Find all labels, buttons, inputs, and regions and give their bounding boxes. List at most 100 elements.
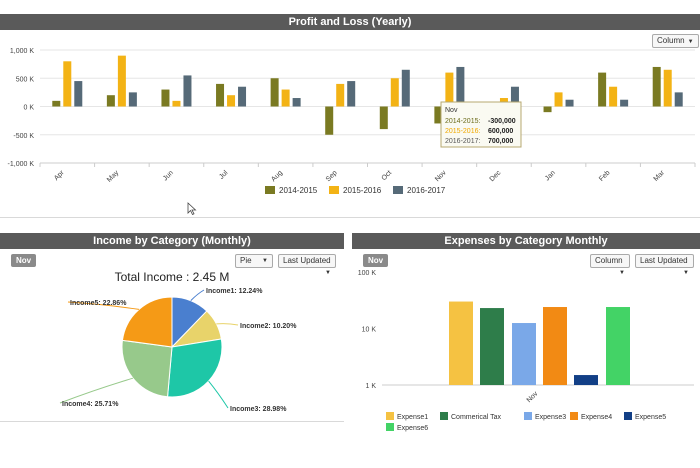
bar-2015-2016-Oct bbox=[390, 78, 399, 107]
bar-2015-2016-Jul bbox=[227, 95, 236, 107]
bar-Commerical Tax bbox=[480, 308, 504, 385]
bar-2014-2015-Mar bbox=[652, 66, 661, 107]
legend-swatch bbox=[386, 412, 394, 420]
bar-2015-2016-May bbox=[117, 55, 126, 107]
legend-label: Expense3 bbox=[535, 414, 566, 421]
bar-2014-2015-Jul bbox=[216, 83, 225, 107]
legend-swatch bbox=[329, 186, 339, 194]
total-income-label: Total Income : 2.45 M bbox=[115, 270, 230, 284]
bar-2015-2016-Nov bbox=[445, 72, 454, 107]
bar-Expense6 bbox=[606, 307, 630, 385]
pie-connector bbox=[190, 289, 205, 301]
bar-2016-2017-Jan bbox=[565, 99, 574, 107]
x-tick-label: Jul bbox=[218, 169, 230, 181]
expenses-period-button[interactable]: Nov bbox=[363, 254, 389, 267]
bar-2016-2017-Oct bbox=[401, 69, 410, 107]
bar-2016-2017-Jun bbox=[183, 75, 192, 107]
legend-swatch bbox=[265, 186, 275, 194]
bar-Expense4 bbox=[543, 307, 567, 385]
bar-2014-2015-Jun bbox=[161, 89, 170, 107]
tooltip-row-label: 2015-2016: bbox=[445, 128, 480, 135]
bar-2015-2016-Feb bbox=[609, 86, 618, 107]
x-tick-label: Jun bbox=[162, 169, 175, 182]
chevron-down-icon: ▼ bbox=[619, 270, 625, 276]
income-chart-type-select[interactable]: Pie ▼ bbox=[235, 254, 273, 268]
legend-label: 2014-2015 bbox=[279, 186, 318, 195]
bar-2014-2015-Aug bbox=[270, 78, 279, 107]
expenses-chart-type-select[interactable]: Column ▼ bbox=[590, 254, 630, 276]
bar-2014-2015-Apr bbox=[52, 100, 61, 107]
income-chart-type-value: Pie bbox=[240, 256, 252, 265]
tooltip-row-label: 2016-2017: bbox=[445, 138, 480, 145]
pie-connector bbox=[208, 380, 229, 409]
chevron-down-icon: ▼ bbox=[683, 270, 689, 276]
y-tick-label: 1 K bbox=[365, 383, 376, 390]
bar-2016-2017-Sep bbox=[347, 81, 356, 107]
bar-2016-2017-Feb bbox=[620, 99, 629, 107]
income-title: Income by Category (Monthly) bbox=[0, 233, 344, 249]
legend-swatch bbox=[393, 186, 403, 194]
tooltip-row-value: 700,000 bbox=[488, 138, 513, 145]
bar-2016-2017-Nov bbox=[456, 66, 465, 107]
y-tick-label: 1,000 K bbox=[10, 48, 34, 55]
bar-2015-2016-Jan bbox=[554, 92, 563, 107]
pie-slice-Income4 bbox=[121, 339, 173, 398]
income-period-button[interactable]: Nov bbox=[11, 254, 37, 267]
legend-swatch bbox=[386, 423, 394, 431]
bar-2016-2017-Mar bbox=[674, 92, 683, 107]
bar-Expense5 bbox=[574, 375, 598, 385]
income-bottom-divider bbox=[0, 421, 344, 422]
legend-label: Expense6 bbox=[397, 425, 428, 432]
x-tick-label: Mar bbox=[653, 169, 667, 183]
chart-tooltip: Nov 2014-2015: -300,000 2015-2016: 600,000 20… bbox=[440, 101, 522, 148]
pie-label: Income4: 25.71% bbox=[62, 401, 119, 408]
y-tick-label: 500 K bbox=[16, 76, 35, 83]
bar-2016-2017-Dec bbox=[510, 86, 519, 107]
bar-2014-2015-Oct bbox=[379, 106, 388, 130]
legend-label: 2016-2017 bbox=[407, 186, 446, 195]
x-tick-label: May bbox=[106, 169, 121, 184]
bar-2014-2015-Nov bbox=[434, 106, 443, 124]
expenses-chart: 100 K 10 K 1 K Nov Expense1 Commerical Tax Exp… bbox=[358, 270, 694, 432]
chevron-down-icon: ▼ bbox=[325, 270, 331, 276]
bar-2014-2015-Sep bbox=[325, 106, 334, 135]
chevron-down-icon: ▼ bbox=[687, 39, 694, 45]
income-sort-select[interactable]: Last Updated ▼ bbox=[278, 254, 336, 276]
x-tick-label: Dec bbox=[489, 169, 503, 183]
profit-loss-title: Profit and Loss (Yearly) bbox=[0, 14, 700, 30]
y-tick-label: -500 K bbox=[13, 133, 34, 140]
x-tick-label: Sep bbox=[325, 169, 339, 183]
legend-swatch bbox=[570, 412, 578, 420]
pl-chart-type-select[interactable]: Column ▼ bbox=[652, 34, 699, 48]
pie-connector bbox=[216, 323, 239, 326]
legend-label: Expense1 bbox=[397, 414, 428, 421]
section-divider bbox=[0, 217, 700, 218]
pie-label: Income2: 10.20% bbox=[240, 323, 297, 330]
legend-label: Commerical Tax bbox=[451, 414, 502, 421]
bar-2014-2015-Feb bbox=[598, 72, 607, 107]
legend-swatch bbox=[624, 412, 632, 420]
x-tick-label: Nov bbox=[526, 390, 540, 404]
expenses-sort-select[interactable]: Last Updated ▼ bbox=[635, 254, 694, 276]
tooltip-row-value: 600,000 bbox=[488, 128, 513, 135]
bar-Expense1 bbox=[449, 301, 473, 385]
bar-2016-2017-Aug bbox=[292, 98, 301, 107]
legend-swatch bbox=[524, 412, 532, 420]
y-tick-label: -1,000 K bbox=[8, 161, 35, 168]
tooltip-box bbox=[440, 101, 522, 148]
x-tick-label: Apr bbox=[53, 169, 66, 182]
profit-loss-chart: 1,000 K 500 K 0 K -500 K -1,000 K Apr May Jun Ju… bbox=[8, 48, 696, 195]
bar-2015-2016-Mar bbox=[663, 69, 672, 107]
income-sort-value: Last Updated bbox=[283, 256, 331, 265]
bar-2016-2017-May bbox=[128, 92, 137, 107]
pie-label: Income3: 28.98% bbox=[230, 406, 287, 413]
x-tick-label: Feb bbox=[598, 169, 612, 183]
y-tick-label: 10 K bbox=[362, 327, 377, 334]
pie-label: Income1: 12.24% bbox=[206, 288, 263, 295]
x-tick-label: Jan bbox=[544, 169, 557, 182]
tooltip-row-label: 2014-2015: bbox=[445, 118, 480, 125]
tooltip-header: Nov bbox=[445, 107, 458, 114]
legend-label: 2015-2016 bbox=[343, 186, 382, 195]
tooltip-row-value: -300,000 bbox=[488, 118, 516, 125]
expenses-chart-type-value: Column bbox=[595, 256, 623, 265]
